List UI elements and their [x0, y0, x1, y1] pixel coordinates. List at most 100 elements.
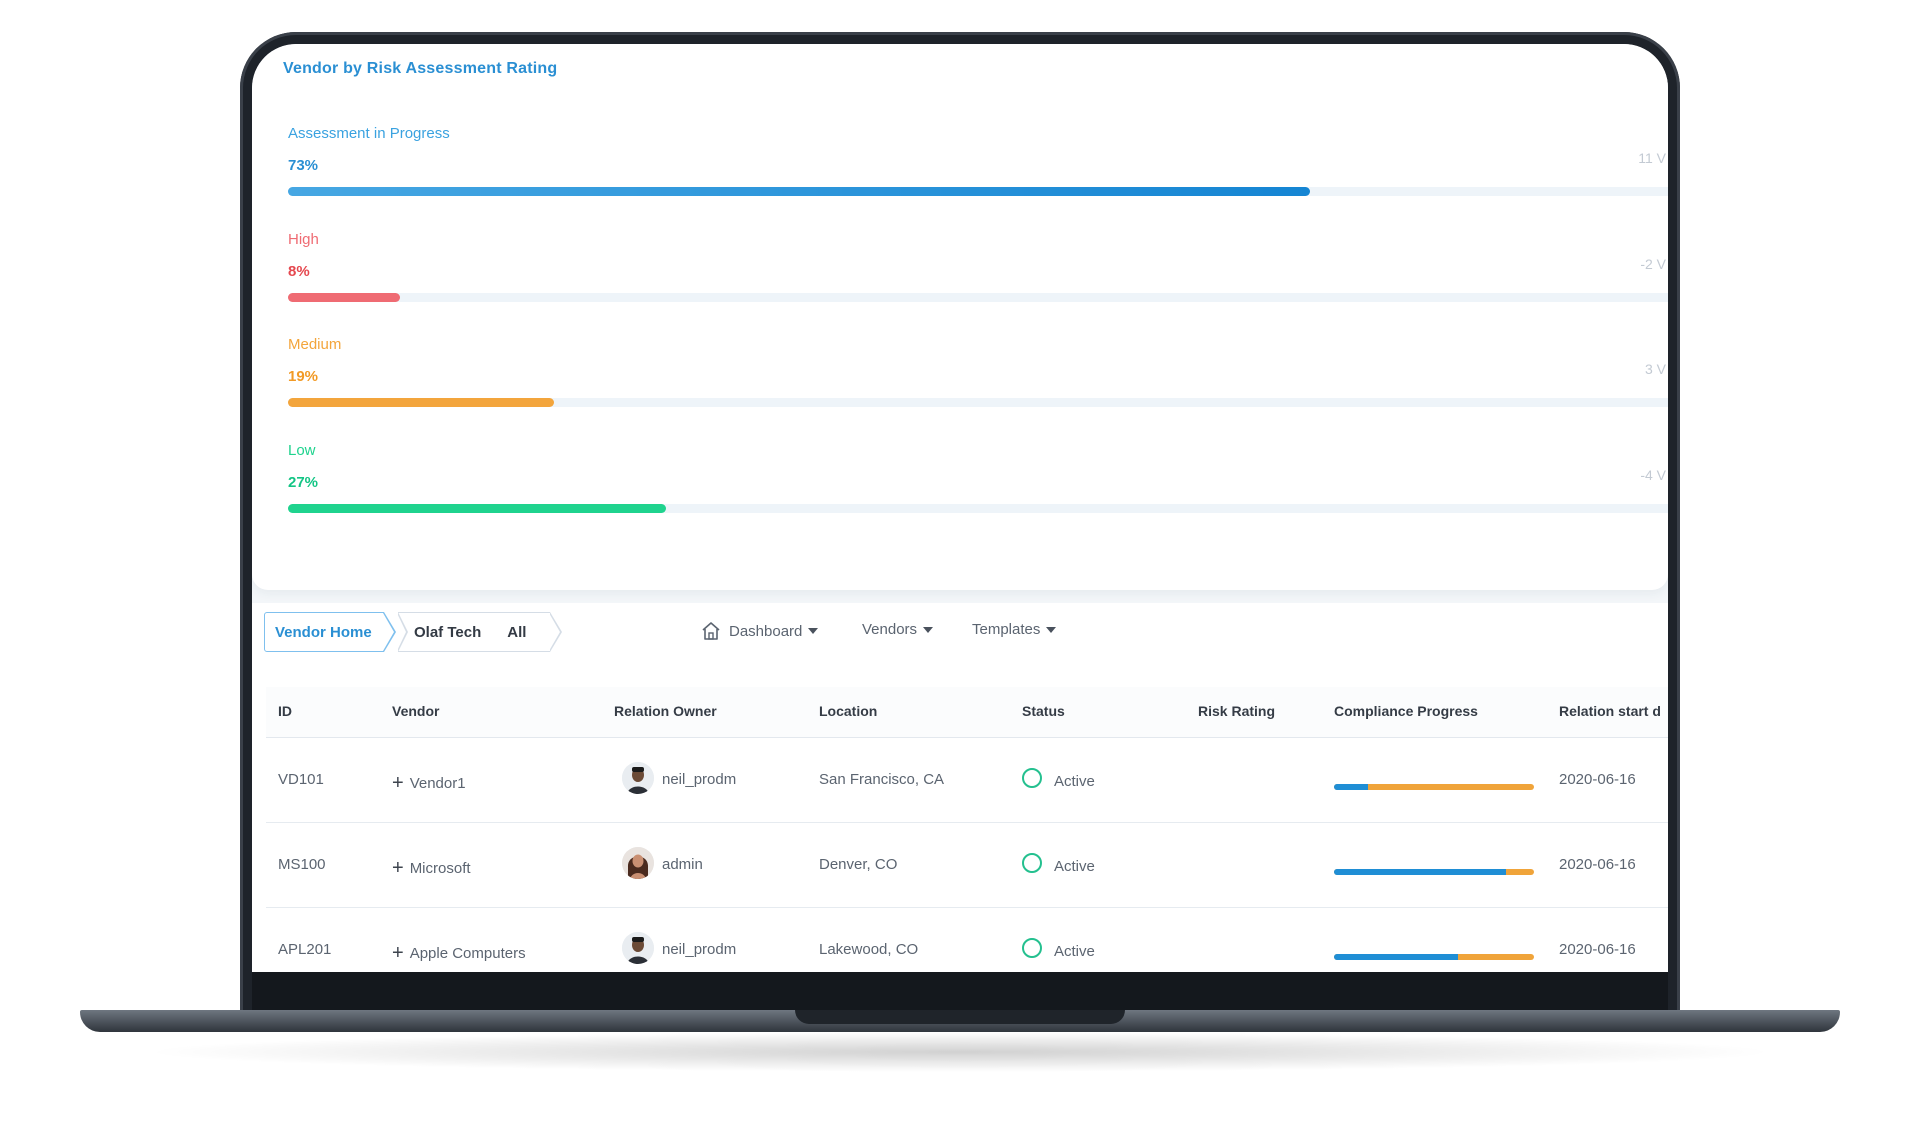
column-header-status[interactable]: Status	[1022, 703, 1065, 719]
column-header-id[interactable]: ID	[278, 703, 292, 719]
breadcrumb-vendor[interactable]: Olaf Tech All	[398, 612, 550, 652]
vendor-table: ID Vendor Relation Owner Location Status…	[266, 687, 1668, 972]
compliance-progress-bar	[1334, 784, 1534, 790]
chevron-down-icon	[923, 626, 934, 633]
person-avatar-icon	[622, 762, 654, 794]
menu-dashboard[interactable]: Dashboard	[701, 621, 819, 641]
table-row[interactable]: APL201 + Apple Computers neil_prodm Lakew…	[266, 908, 1668, 972]
cell-vendor[interactable]: + Apple Computers	[392, 941, 526, 964]
cell-status: Active	[1054, 943, 1095, 960]
risk-row-assessment: Assessment in Progress 73% 11 V	[288, 125, 1668, 225]
menu-templates[interactable]: Templates	[972, 621, 1057, 638]
chevron-down-icon	[808, 628, 819, 634]
cell-owner: admin	[662, 856, 703, 873]
compliance-progress-bar	[1334, 869, 1534, 875]
risk-row-high: High 8% -2 V	[288, 231, 1668, 331]
compliance-progress-fill	[1334, 784, 1368, 790]
cell-id: APL201	[278, 941, 332, 958]
cell-location: Lakewood, CO	[819, 941, 919, 958]
breadcrumb-home-label: Vendor Home	[275, 623, 372, 641]
chevron-down-icon	[1046, 626, 1057, 633]
home-icon	[702, 622, 720, 640]
status-active-icon	[1022, 768, 1042, 788]
column-header-start[interactable]: Relation start d	[1559, 703, 1661, 719]
breadcrumb-vendor-label: Olaf Tech	[414, 623, 482, 641]
person-avatar-icon	[622, 847, 654, 879]
risk-label: High	[288, 231, 319, 248]
cell-location: Denver, CO	[819, 856, 898, 873]
breadcrumb-tail-fill	[397, 613, 406, 651]
risk-count: -4 V	[1640, 467, 1666, 483]
breadcrumb-separator-fill	[549, 613, 560, 651]
table-header: ID Vendor Relation Owner Location Status…	[266, 687, 1668, 738]
breadcrumb-separator-fill	[383, 613, 394, 651]
cell-start-date: 2020-06-16	[1559, 771, 1636, 788]
vendor-name: Apple Computers	[409, 945, 526, 962]
risk-percent: 19%	[288, 368, 319, 385]
compliance-progress-bar	[1334, 954, 1534, 960]
risk-row-medium: Medium 19% 3 V	[288, 336, 1668, 436]
column-header-compliance[interactable]: Compliance Progress	[1334, 703, 1478, 719]
vendor-panel: Vendor Home Olaf Tech All Dashboard Vend…	[252, 603, 1668, 972]
cell-start-date: 2020-06-16	[1559, 856, 1636, 873]
risk-count: -2 V	[1640, 256, 1666, 272]
menu-templates-label: Templates	[972, 621, 1041, 638]
column-header-risk[interactable]: Risk Rating	[1198, 703, 1276, 719]
expand-plus-icon[interactable]: +	[392, 772, 404, 794]
cell-owner: neil_prodm	[662, 771, 737, 788]
risk-assessment-card: Vendor by Risk Assessment Rating Assessm…	[252, 44, 1668, 590]
vendor-name: Microsoft	[409, 860, 471, 877]
risk-track	[288, 293, 1668, 302]
avatar	[622, 932, 654, 964]
column-header-owner[interactable]: Relation Owner	[614, 703, 717, 719]
breadcrumb-filter-label[interactable]: All	[507, 623, 527, 641]
cell-vendor[interactable]: + Vendor1	[392, 771, 466, 794]
table-row[interactable]: MS100 + Microsoft admin Denver, CO Active	[266, 823, 1668, 908]
cell-id: VD101	[278, 771, 324, 788]
risk-percent: 27%	[288, 474, 319, 491]
compliance-progress-fill	[1334, 954, 1458, 960]
cell-start-date: 2020-06-16	[1559, 941, 1636, 958]
breadcrumb-vendor-home[interactable]: Vendor Home	[264, 612, 384, 652]
risk-percent: 73%	[288, 157, 319, 174]
menu-dashboard-label: Dashboard	[729, 622, 803, 640]
cell-id: MS100	[278, 856, 326, 873]
status-active-icon	[1022, 853, 1042, 873]
expand-plus-icon[interactable]: +	[392, 857, 404, 879]
vendor-name: Vendor1	[409, 775, 466, 792]
risk-track	[288, 398, 1668, 407]
laptop-bezel	[252, 972, 1668, 1012]
column-header-vendor[interactable]: Vendor	[392, 703, 440, 719]
menu-vendors-label: Vendors	[862, 621, 918, 638]
table-row[interactable]: VD101 + Vendor1 neil_prodm San Francisco,…	[266, 738, 1668, 823]
cell-owner: neil_prodm	[662, 941, 737, 958]
risk-fill	[288, 187, 1310, 196]
person-avatar-icon	[622, 932, 654, 964]
card-title: Vendor by Risk Assessment Rating	[283, 60, 558, 77]
risk-fill	[288, 398, 554, 407]
risk-row-low: Low 27% -4 V	[288, 442, 1668, 542]
risk-count: 3 V	[1644, 361, 1666, 377]
risk-fill	[288, 293, 400, 302]
status-active-icon	[1022, 938, 1042, 958]
risk-percent: 8%	[288, 263, 310, 280]
expand-plus-icon[interactable]: +	[392, 942, 404, 964]
laptop-notch	[795, 1010, 1125, 1024]
risk-label: Assessment in Progress	[288, 125, 450, 142]
avatar	[622, 847, 654, 879]
cell-vendor[interactable]: + Microsoft	[392, 856, 471, 879]
risk-track	[288, 187, 1668, 196]
app-screen: Vendor by Risk Assessment Rating Assessm…	[252, 44, 1668, 972]
cell-status: Active	[1054, 773, 1095, 790]
risk-track	[288, 504, 1668, 513]
risk-label: Low	[288, 442, 316, 459]
risk-fill	[288, 504, 666, 513]
laptop-shadow	[140, 1032, 1780, 1072]
risk-label: Medium	[288, 336, 342, 353]
avatar	[622, 762, 654, 794]
column-header-location[interactable]: Location	[819, 703, 878, 719]
compliance-progress-fill	[1334, 869, 1506, 875]
menu-vendors[interactable]: Vendors	[862, 621, 934, 638]
cell-location: San Francisco, CA	[819, 771, 945, 788]
cell-status: Active	[1054, 858, 1095, 875]
